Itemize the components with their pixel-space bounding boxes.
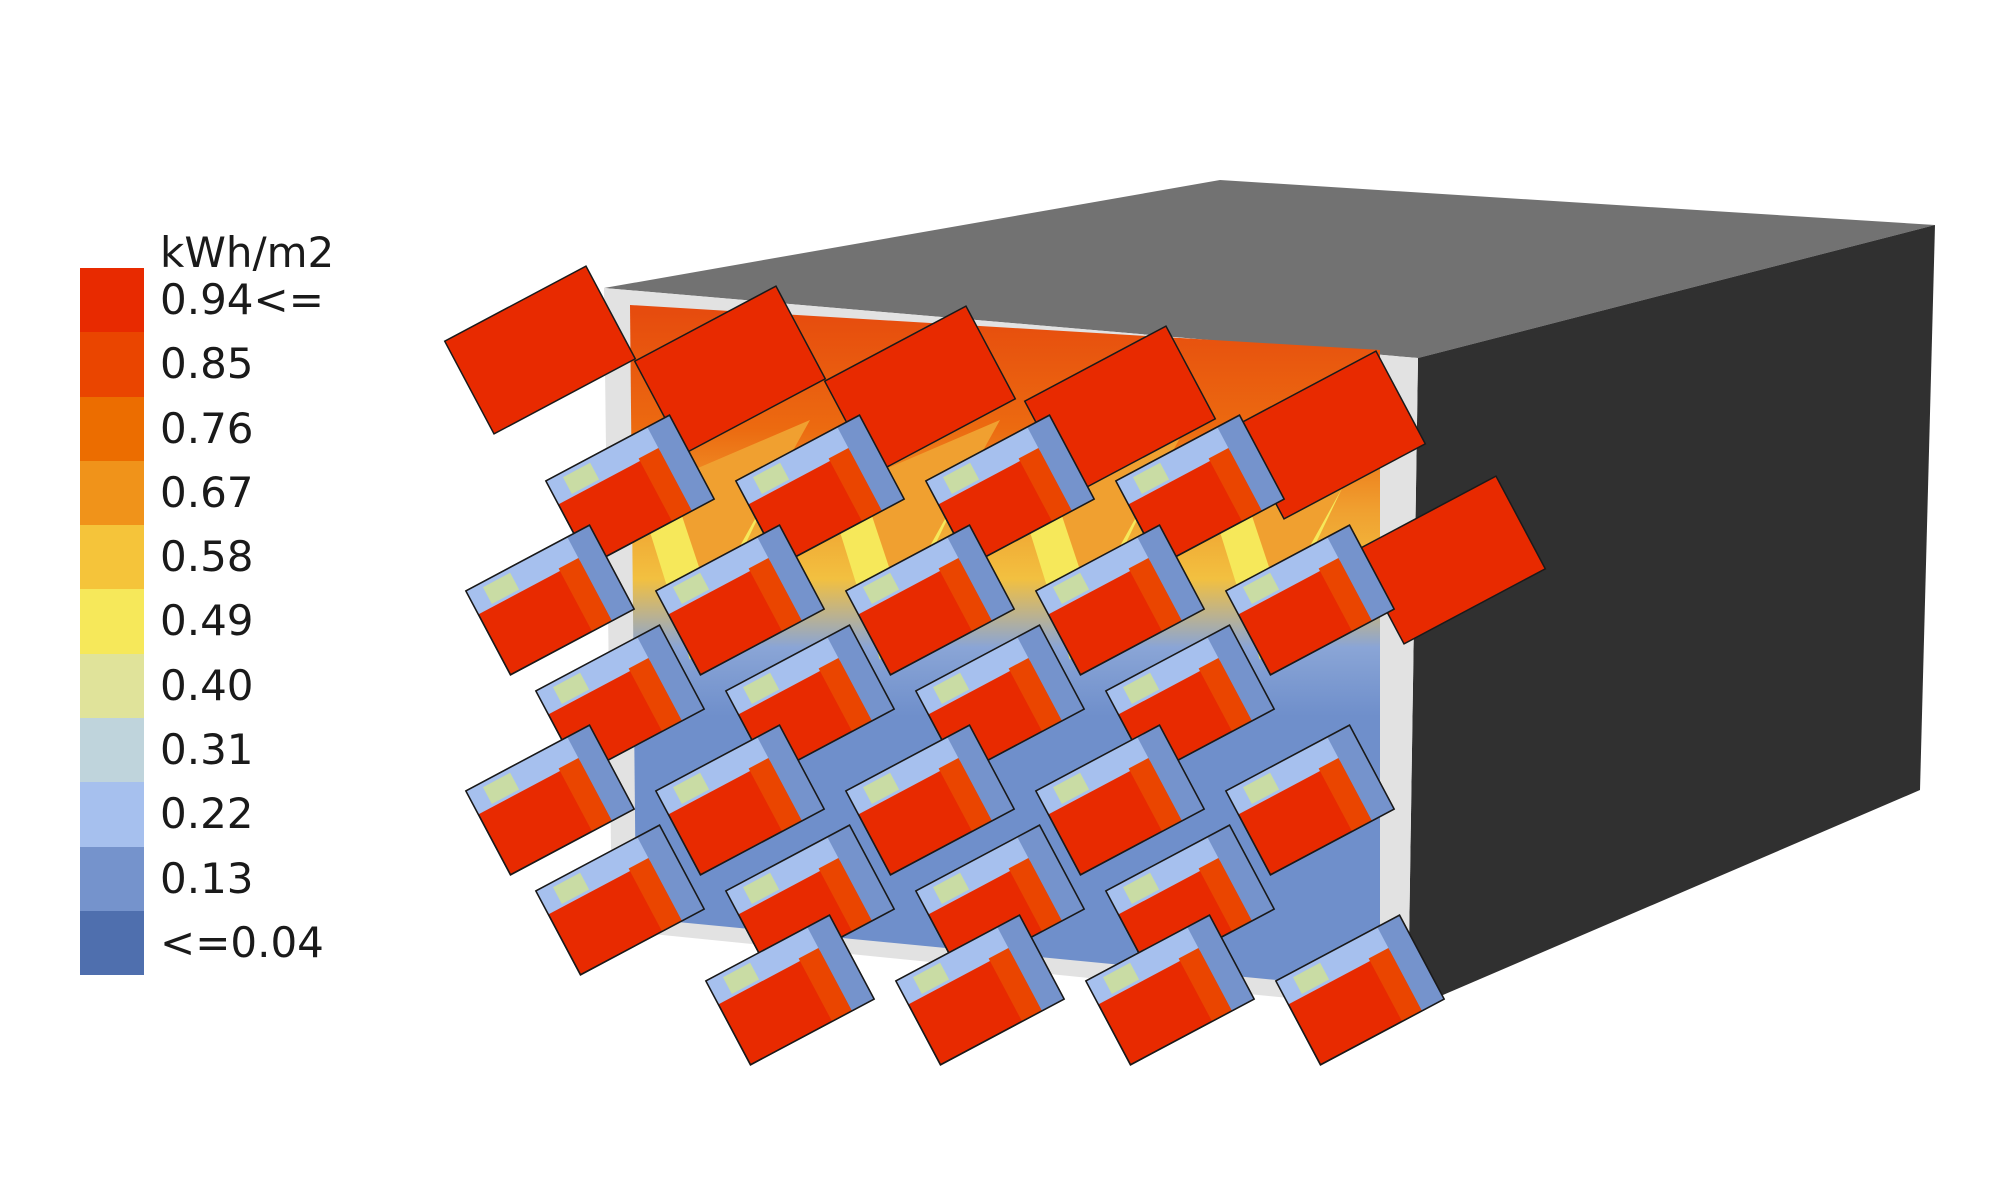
shading-panel (534, 824, 706, 976)
shading-panel (724, 824, 896, 976)
shading-panel (1034, 524, 1206, 676)
shading-panel (844, 724, 1016, 876)
shading-panel (894, 914, 1066, 1066)
shading-panel (654, 524, 826, 676)
legend-label: 0.58 (160, 532, 254, 582)
legend-label: 0.22 (160, 789, 254, 839)
legend-label: 0.13 (160, 853, 254, 903)
legend-label: 0.49 (160, 596, 254, 646)
shading-panel (844, 524, 1016, 676)
legend-label: 0.76 (160, 403, 254, 453)
legend-swatch (80, 396, 144, 461)
legend-swatch (80, 460, 144, 526)
shading-panel (464, 524, 636, 676)
legend-swatch (80, 268, 144, 333)
legend-label: 0.40 (160, 660, 254, 710)
roof-face (604, 180, 1935, 358)
shading-panel (1084, 914, 1256, 1066)
legend-label: 0.67 (160, 467, 254, 517)
legend-unit: kWh/m2 (160, 228, 335, 277)
legend-label: <=0.04 (160, 917, 324, 967)
side-face (1408, 225, 1935, 1010)
shading-panel (1224, 724, 1396, 876)
legend-swatch (80, 653, 144, 719)
legend-swatch (80, 589, 144, 654)
legend-scale-labels: 0.94<= 0.85 0.76 0.67 0.58 0.49 0.40 0.31 0.22 0.… (160, 268, 324, 975)
legend-swatch (80, 332, 144, 397)
legend-color-scale (80, 268, 144, 976)
shading-panel (1034, 724, 1206, 876)
legend-swatch (80, 910, 144, 976)
legend-swatch (80, 846, 144, 911)
shading-panel (443, 265, 637, 435)
legend-swatch (80, 525, 144, 590)
legend-swatch (80, 782, 144, 847)
shading-panel (654, 724, 826, 876)
shading-panel (633, 285, 827, 455)
shading-panel (704, 914, 876, 1066)
shading-panels (443, 265, 1547, 1066)
color-legend: kWh/m2 0.94<= 0.85 0.76 0.67 0.58 0.49 0.40 0.3… (80, 228, 400, 988)
shading-panel (914, 824, 1086, 976)
shading-panel (1104, 824, 1276, 976)
legend-label: 0.94<= (160, 275, 324, 324)
shading-panel (1274, 914, 1446, 1066)
shading-panel (1224, 524, 1396, 676)
shading-panel (464, 724, 636, 876)
legend-swatch (80, 718, 144, 783)
legend-label: 0.31 (160, 725, 254, 775)
legend-label: 0.85 (160, 339, 254, 389)
